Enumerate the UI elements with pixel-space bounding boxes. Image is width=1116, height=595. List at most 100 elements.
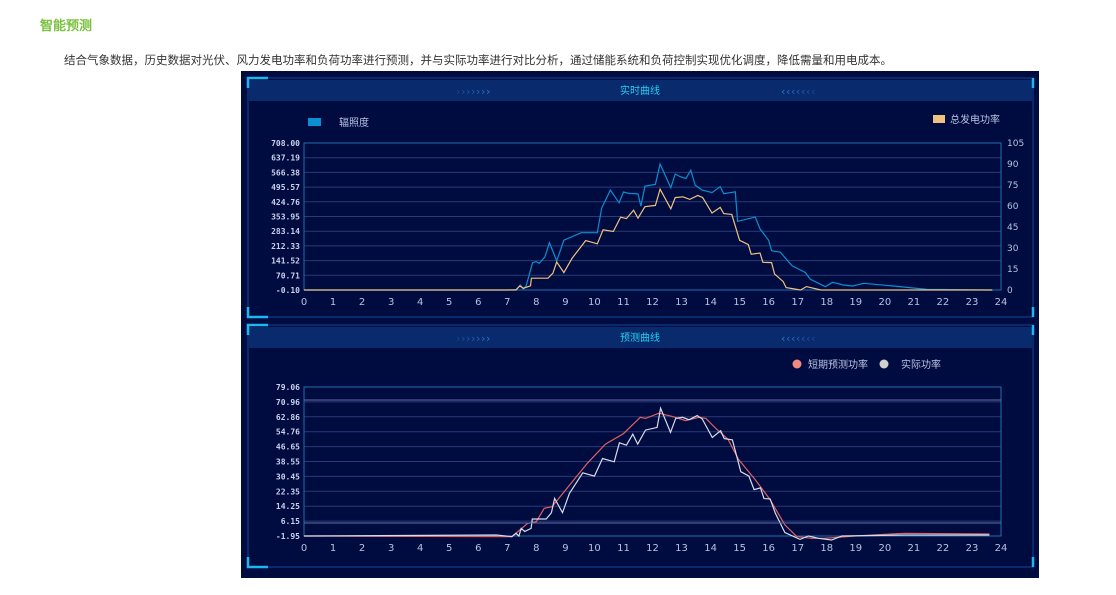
y-tick-label: 46.65 (276, 443, 300, 452)
y-tick-label: 141.52 (271, 257, 300, 266)
y-tick-label: 495.57 (271, 183, 300, 192)
chevron-left-icon: ‹ (791, 85, 795, 98)
chevron-left-icon: ‹ (811, 85, 815, 98)
chevron-left-icon: ‹ (801, 332, 805, 345)
sub-panel-border (247, 77, 1034, 318)
chevron-left-icon: ‹ (796, 332, 800, 345)
y-right-tick-label: 30 (1007, 244, 1019, 254)
corner-top-left (246, 76, 268, 88)
y-right-tick-label: 90 (1007, 160, 1019, 170)
series-line-main (303, 406, 990, 541)
chevron-left-icon: ‹ (796, 85, 800, 98)
corner-bottom-left (246, 307, 268, 319)
legend-swatch-irradiance (308, 118, 321, 126)
x-tick-label: 1 (330, 297, 336, 308)
chevron-right-icon: › (466, 85, 470, 98)
chevron-left-icon: ‹ (786, 332, 790, 345)
x-tick-label: 2 (359, 297, 365, 308)
x-tick-label: 11 (617, 297, 630, 308)
y-tick-label: 70.71 (276, 271, 300, 280)
x-tick-label: 24 (995, 297, 1008, 308)
y-tick-label: 38.55 (276, 458, 300, 467)
chevron-right-icon: › (466, 332, 470, 345)
x-tick-label: 9 (562, 543, 568, 554)
legend-label-forecast: 短期预测功率 (808, 358, 868, 371)
y-tick-label: -0.10 (276, 286, 300, 295)
y-tick-label: -1.95 (276, 532, 300, 541)
chevron-left-icon: ‹ (811, 332, 815, 345)
chevron-left-icon: ‹ (781, 85, 785, 98)
y-tick-label: 283.14 (271, 227, 300, 236)
y-tick-label: 566.38 (271, 168, 300, 177)
x-tick-label: 15 (733, 543, 746, 554)
sub-panel-title: 实时曲线 (620, 84, 660, 97)
chevron-left-icon: ‹ (806, 332, 810, 345)
x-tick-label: 0 (301, 543, 307, 554)
y-tick-label: 708.00 (271, 139, 300, 148)
y-tick-label: 30.45 (276, 472, 300, 481)
x-tick-label: 10 (588, 297, 601, 308)
x-tick-label: 17 (791, 543, 804, 554)
x-tick-label: 19 (849, 543, 862, 554)
legend-label-irradiance: 辐照度 (339, 116, 369, 129)
y-tick-label: 22.35 (276, 487, 300, 496)
x-tick-label: 24 (995, 543, 1008, 554)
corner-top-left (246, 323, 268, 335)
x-tick-label: 8 (533, 297, 539, 308)
x-tick-label: 13 (675, 543, 688, 554)
chevron-left-icon: ‹ (801, 85, 805, 98)
charts-svg: 实时曲线› › › › › › › ‹ ‹ ‹ ‹ ‹ ‹ ‹-0.1070.71141.52212.33… (246, 76, 1035, 569)
chevron-right-icon: › (486, 332, 490, 345)
legend-swatch-actual (879, 359, 889, 369)
legend-swatch-forecast (792, 359, 802, 369)
x-tick-label: 7 (504, 543, 510, 554)
chevron-right-icon: › (471, 332, 475, 345)
x-tick-label: 17 (791, 297, 804, 308)
chevron-right-icon: › (476, 332, 480, 345)
y-tick-label: 353.95 (271, 213, 300, 222)
plot-border (303, 386, 1002, 537)
x-tick-label: 23 (966, 297, 979, 308)
x-tick-label: 3 (388, 543, 394, 554)
sub-panel-border (247, 324, 1034, 568)
page-description: 结合气象数据，历史数据对光伏、风力发电功率和负荷功率进行预测，并与实际功率进行对… (64, 53, 892, 67)
x-tick-label: 9 (562, 297, 568, 308)
x-tick-label: 23 (966, 543, 979, 554)
y-right-tick-label: 0 (1007, 286, 1013, 296)
sub-panel-header (249, 80, 1032, 101)
page-title: 智能预测 (40, 19, 93, 34)
y-tick-label: 70.96 (276, 398, 300, 407)
x-tick-label: 16 (762, 543, 775, 554)
chevron-right-icon: › (476, 85, 480, 98)
x-tick-label: 2 (359, 543, 365, 554)
y-tick-label: 14.25 (276, 502, 300, 511)
chevron-left-icon: ‹ (791, 332, 795, 345)
legend-label-actual: 实际功率 (901, 358, 941, 371)
chart-panel: 实时曲线 › › › › › › › ‹ ‹ ‹ ‹ ‹ ‹ ‹ -0.10 70.71 141.52 212.33… (241, 71, 1039, 578)
x-tick-label: 6 (475, 543, 481, 554)
x-tick-label: 12 (646, 297, 659, 308)
x-tick-label: 11 (617, 543, 630, 554)
x-tick-label: 18 (820, 543, 833, 554)
x-tick-label: 22 (937, 543, 950, 554)
y-tick-label: 637.19 (271, 154, 300, 163)
chevron-left-icon: ‹ (781, 332, 785, 345)
x-tick-label: 4 (417, 543, 423, 554)
y-tick-label: 54.76 (276, 428, 300, 437)
x-tick-label: 14 (704, 297, 717, 308)
sub-panel-title: 预测曲线 (620, 331, 660, 344)
x-tick-label: 22 (937, 297, 950, 308)
y-tick-label: 212.33 (271, 242, 300, 251)
chevron-left-icon: ‹ (786, 85, 790, 98)
x-tick-label: 18 (820, 297, 833, 308)
y-right-tick-label: 105 (1007, 139, 1024, 149)
x-tick-label: 21 (908, 543, 921, 554)
chevron-left-icon: ‹ (806, 85, 810, 98)
x-tick-label: 19 (849, 297, 862, 308)
plot-border (303, 142, 1002, 291)
x-tick-label: 3 (388, 297, 394, 308)
x-tick-label: 21 (908, 297, 921, 308)
x-tick-label: 10 (588, 543, 601, 554)
y-tick-label: 424.76 (271, 198, 300, 207)
y-right-tick-label: 75 (1007, 181, 1018, 191)
